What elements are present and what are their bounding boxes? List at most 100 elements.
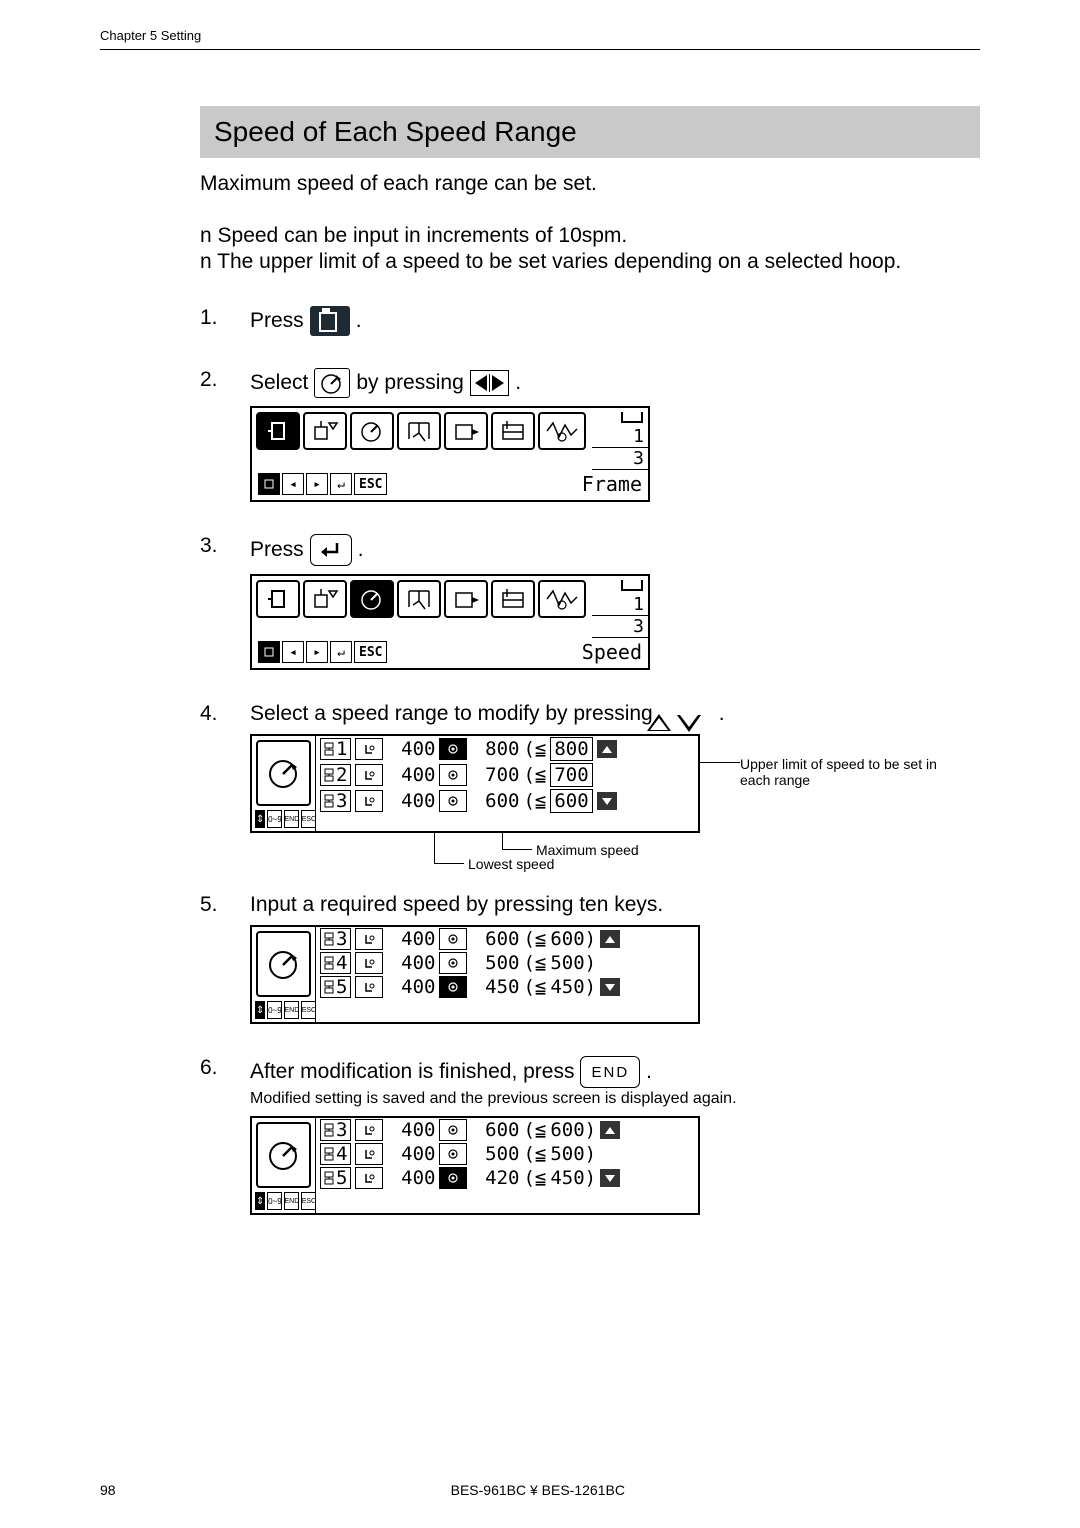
lcd-panel-frame: 1 3 ◂ ▸ ↵ ESC Frame [250,406,650,502]
chapter-header: Chapter 5 Setting [100,0,980,50]
step-num: 5. [200,893,222,1024]
ctrl-09: 0~9 [267,1192,282,1210]
step-2: 2. Select by pressing . [200,368,980,502]
page-footer: 98 BES-961BC ¥ BES-1261BC [100,1482,980,1498]
speed-row: 5400450(≦450) [316,975,698,999]
lowest-speed-value: 400 [387,976,435,998]
navkey-left: ◂ [282,473,304,495]
step-text: . [719,702,725,726]
lcd-icon-6 [491,412,535,450]
max-badge [439,928,467,950]
step-text: After modification is finished, press [250,1060,574,1084]
range-badge: 4 [320,952,351,974]
page-number: 98 [100,1482,116,1498]
lcd-icon-speed-selected [350,580,394,618]
step-num: 6. [200,1056,222,1215]
low-badge [355,952,383,974]
lcd-mode-label: Speed [582,640,642,664]
limit-value: 700 [550,763,592,787]
lcd-icon-5 [444,580,488,618]
step-6: 6. After modification is finished, press… [200,1056,980,1215]
limit-value: 450) [550,976,596,998]
lcd-counter-3: 3 [592,616,648,638]
navkey-right: ▸ [306,641,328,663]
lowest-speed-value: 400 [387,952,435,974]
bullet-1: n Speed can be input in increments of 10… [200,224,980,248]
lcd-icon-speed [350,412,394,450]
lowest-speed-value: 400 [387,764,435,786]
lcd-icon-1 [256,580,300,618]
navkey-func [258,641,280,663]
lcd-icon-2 [303,580,347,618]
max-speed-value: 600 [471,1119,519,1141]
navkey-enter: ↵ [330,473,352,495]
max-speed-value: 800 [471,738,519,760]
lte-symbol: (≦ [523,952,546,974]
max-badge [439,952,467,974]
lowest-speed-value: 400 [387,790,435,812]
step-text: Press [250,309,304,333]
speed-row: 3400600(≦600 [316,788,698,814]
lte-symbol: (≦ [523,1143,546,1165]
ctrl-end: END [284,810,299,828]
settings-button-icon [310,306,350,336]
limit-value: 800 [550,737,592,761]
low-badge [355,976,383,998]
limit-value: 500) [550,952,596,974]
step-text: . [646,1060,652,1084]
lowest-speed-value: 400 [387,738,435,760]
step-5: 5. Input a required speed by pressing te… [200,893,980,1024]
left-right-key-icon [470,370,510,396]
lcd-counter-1: 1 [592,594,648,616]
speed-row: 3400600(≦600) [316,927,698,951]
low-badge [355,738,383,760]
range-badge: 3 [320,928,351,950]
speed-row: 3400600(≦600) [316,1118,698,1142]
speed-table-6: ⇕ 0~9 END ESC 3400600(≦600)4400500(≦500)… [250,1116,700,1215]
step-text: Select a speed range to modify by pressi… [250,702,653,726]
max-badge [439,1143,467,1165]
step-6-caption: Modified setting is saved and the previo… [250,1090,737,1108]
navkey-func [258,473,280,495]
speed-table-4: ⇕ 0~9 END ESC 1400800(≦8002400700(≦70034… [250,734,700,833]
ctrl-09: 0~9 [267,1001,282,1019]
step-4: 4. Select a speed range to modify by pre… [200,702,980,883]
step-num: 2. [200,368,222,502]
range-badge: 3 [320,790,351,812]
max-badge [439,764,467,786]
step-text: . [356,309,362,333]
lcd-icon-1 [256,412,300,450]
lcd-icon-4 [397,580,441,618]
step-text: by pressing [356,371,463,395]
lcd-navkeys: ◂ ▸ ↵ ESC [258,641,387,663]
low-badge [355,1143,383,1165]
limit-value: 600 [550,789,592,813]
speed-dial-icon [256,740,311,806]
ctrl-esc: ESC [301,1192,316,1210]
max-speed-value: 500 [471,1143,519,1165]
lte-symbol: (≦ [523,1167,546,1189]
lcd-panel-speed: 1 3 ◂ ▸ ↵ ESC Speed [250,574,650,670]
speed-dial-icon [256,931,311,997]
lte-symbol: (≦ [523,738,546,760]
model-label: BES-961BC ¥ BES-1261BC [451,1482,625,1498]
low-badge [355,790,383,812]
max-badge [439,976,467,998]
lcd-icon-7 [538,580,586,618]
lte-symbol: (≦ [523,1119,546,1141]
lcd-mode-label: Frame [582,472,642,496]
speed-row: 1400800(≦800 [316,736,698,762]
step-num: 3. [200,534,222,670]
lcd-navkeys: ◂ ▸ ↵ ESC [258,473,387,495]
max-speed-value: 700 [471,764,519,786]
lowest-speed-value: 400 [387,1143,435,1165]
ctrl-esc: ESC [301,1001,316,1019]
limit-value: 600) [550,928,596,950]
max-speed-value: 450 [471,976,519,998]
max-badge [439,790,467,812]
limit-value: 450) [550,1167,596,1189]
annotation-lowest-speed: Lowest speed [468,856,554,872]
step-1: 1. Press . [200,306,980,336]
low-badge [355,1167,383,1189]
lcd-counter-1: 1 [592,426,648,448]
